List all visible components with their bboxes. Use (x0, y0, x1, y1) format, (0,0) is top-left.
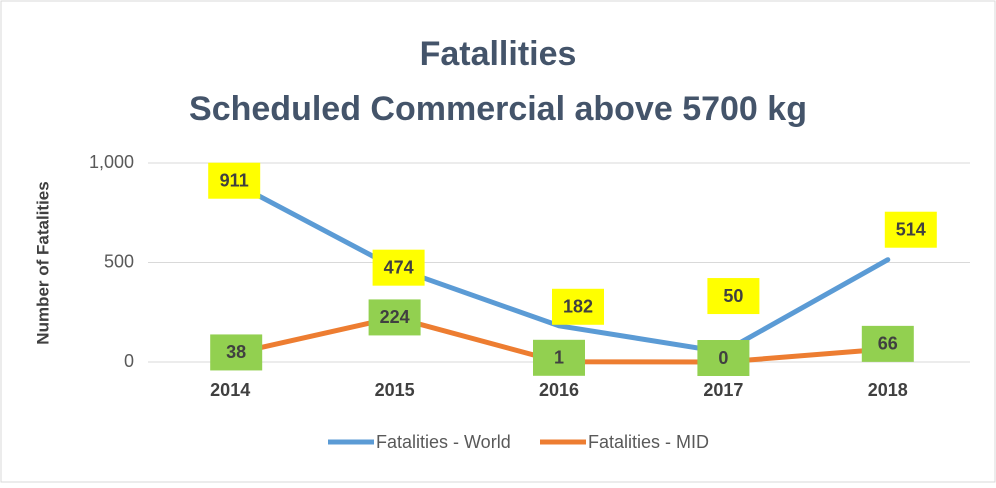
y-axis-label: Number of Fatalities (33, 181, 52, 344)
data-label: 66 (878, 334, 898, 354)
data-label-box (861, 325, 914, 362)
data-label: 224 (380, 307, 410, 327)
legend-label: Fatalities - MID (588, 432, 709, 452)
series-line (227, 178, 891, 355)
x-tick-label: 2015 (375, 380, 415, 400)
data-label: 1 (554, 348, 564, 368)
data-label-box (707, 278, 760, 315)
y-tick-label: 500 (104, 251, 134, 271)
y-tick-label: 1,000 (89, 152, 134, 172)
x-tick-label: 2018 (868, 380, 908, 400)
data-label: 474 (384, 257, 414, 277)
data-label-box (210, 334, 263, 371)
data-label-box (884, 211, 937, 248)
data-label: 911 (220, 170, 249, 190)
data-label: 38 (226, 342, 246, 362)
data-label: 50 (723, 286, 743, 306)
data-label-box (533, 339, 585, 376)
legend-label: Fatalities - World (376, 432, 511, 452)
data-label-box (372, 249, 425, 286)
data-label: 514 (896, 219, 926, 239)
data-label-box (552, 288, 604, 325)
data-label-box (697, 340, 750, 376)
data-label: 0 (718, 348, 728, 368)
x-tick-label: 2016 (539, 380, 579, 400)
data-label-box (368, 299, 421, 336)
x-tick-label: 2017 (703, 380, 743, 400)
chart-subtitle: Scheduled Commercial above 5700 kg (189, 90, 807, 128)
y-tick-label: 0 (124, 351, 134, 371)
chart-title: Fatallities (420, 35, 577, 73)
data-label: 182 (563, 297, 593, 317)
x-tick-label: 2014 (210, 380, 250, 400)
data-label-box (208, 162, 261, 199)
